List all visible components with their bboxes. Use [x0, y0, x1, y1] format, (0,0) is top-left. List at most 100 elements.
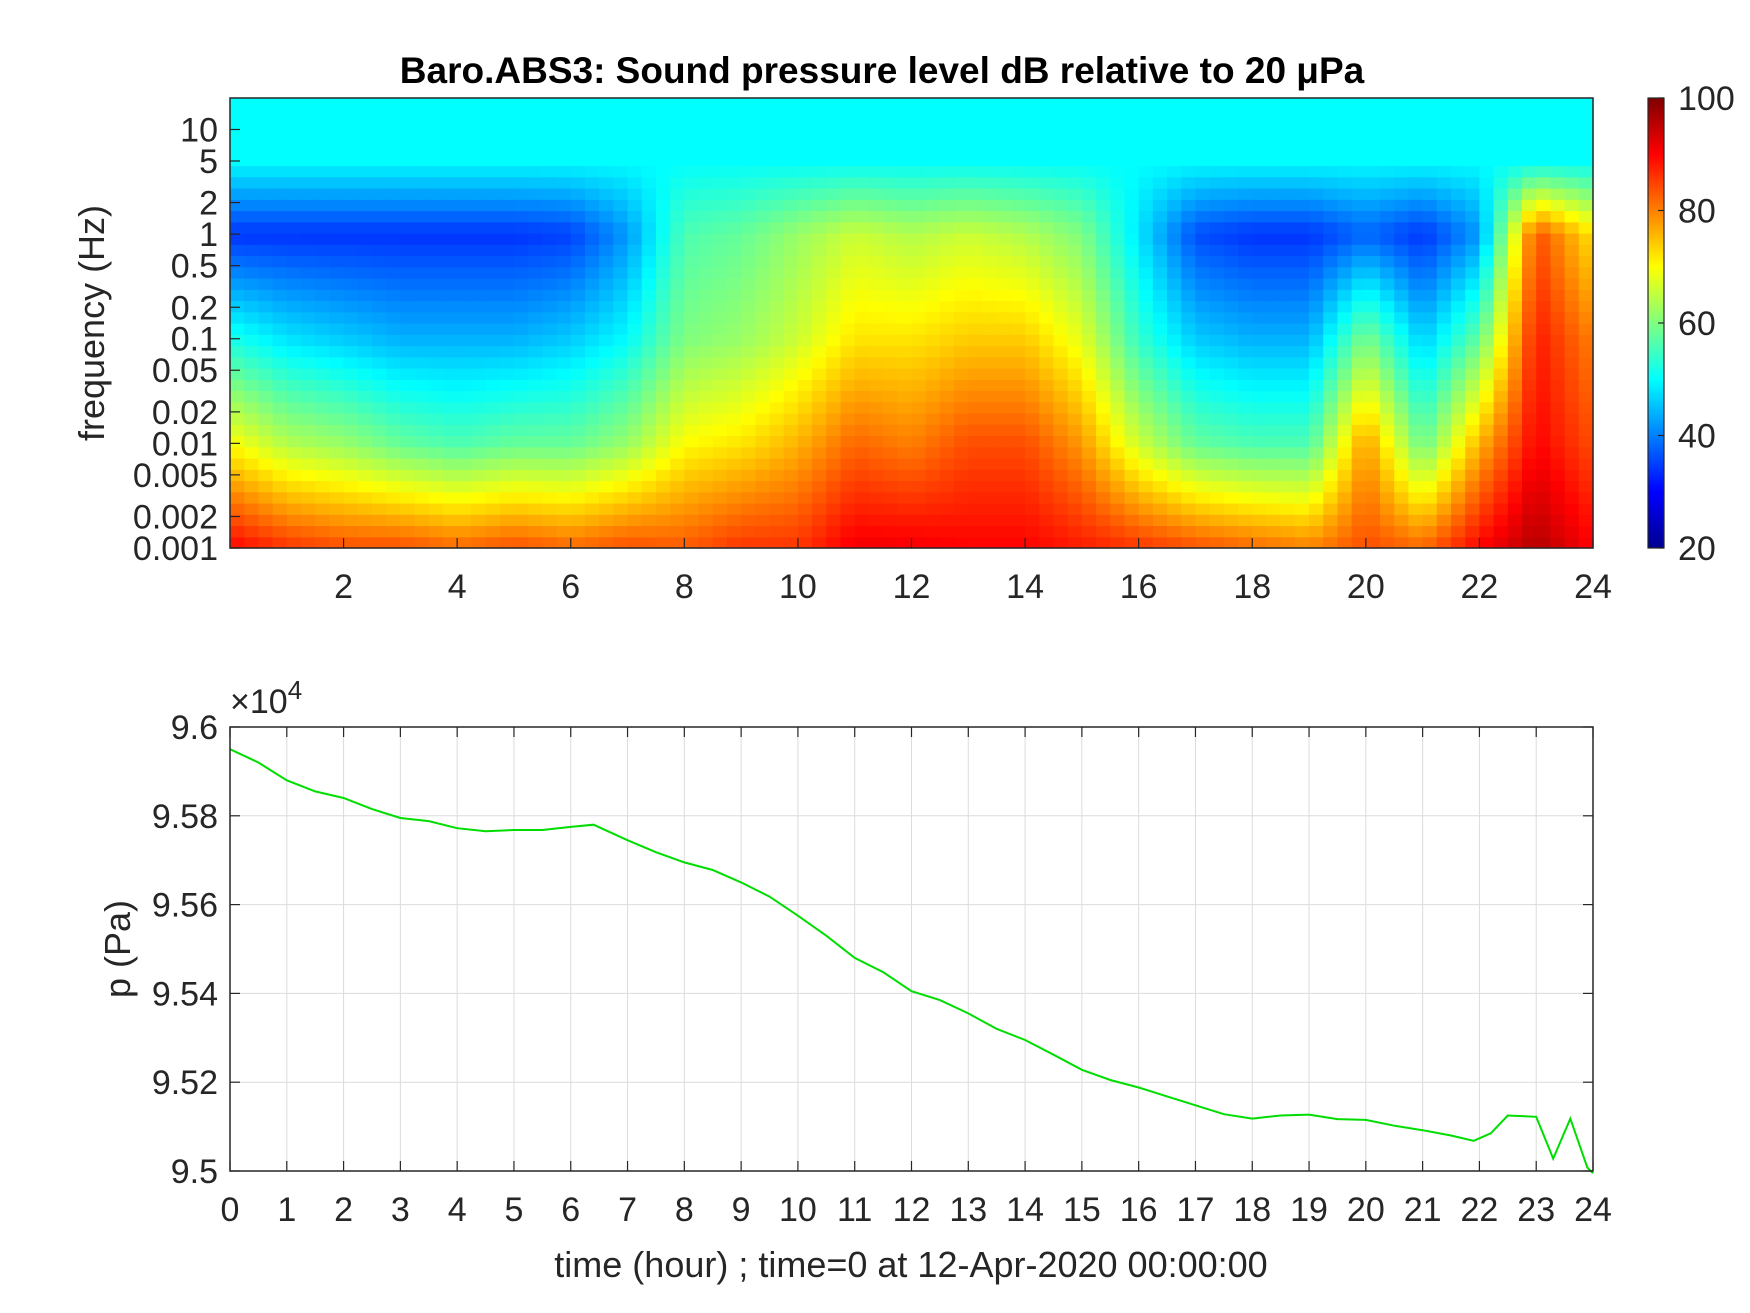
heatmap-cell [1465, 109, 1481, 122]
heatmap-cell [1039, 368, 1055, 380]
heatmap-cell [1025, 334, 1040, 347]
heatmap-cell [1451, 143, 1466, 155]
heatmap-cell [343, 514, 359, 527]
heatmap-cell [1564, 233, 1580, 245]
heatmap-cell [613, 143, 629, 155]
heatmap-cell [300, 311, 316, 324]
heatmap-cell [769, 255, 785, 268]
x-tick-label: 4 [448, 1191, 467, 1229]
heatmap-cell [599, 424, 614, 437]
heatmap-cell [1181, 334, 1197, 347]
heatmap-cell [1181, 390, 1197, 403]
heatmap-cell [1110, 165, 1126, 178]
heatmap-cell [584, 143, 600, 155]
heatmap-cell [812, 278, 827, 290]
heatmap-cell [712, 525, 728, 538]
x-tick-label: 20 [1347, 1191, 1385, 1229]
heatmap-cell [698, 390, 714, 403]
heatmap-cell [1181, 289, 1197, 302]
heatmap-cell [883, 480, 898, 493]
heatmap-cell [698, 356, 714, 369]
heatmap-cell [1536, 233, 1552, 245]
heatmap-cell [400, 300, 416, 313]
heatmap-cell [1323, 188, 1339, 200]
heatmap-cell [1039, 266, 1055, 279]
heatmap-cell [1380, 401, 1395, 414]
heatmap-cell [1252, 278, 1268, 290]
heatmap-cell [613, 210, 629, 223]
heatmap-cell [1479, 131, 1495, 144]
heatmap-cell [712, 334, 728, 347]
heatmap-cell [357, 514, 373, 527]
heatmap-cell [1238, 424, 1253, 437]
heatmap-cell [1550, 210, 1566, 223]
heatmap-cell [1479, 435, 1495, 448]
heatmap-cell [968, 356, 984, 369]
heatmap-cell [542, 458, 558, 470]
heatmap-cell [1081, 188, 1097, 200]
heatmap-cell [1280, 446, 1296, 459]
heatmap-cell [1223, 244, 1239, 257]
heatmap-cell [883, 491, 898, 504]
heatmap-cell [1209, 458, 1225, 470]
heatmap-cell [414, 503, 430, 515]
heatmap-cell [1323, 221, 1339, 234]
heatmap-cell [286, 469, 302, 482]
heatmap-cell [1365, 525, 1381, 538]
x-tick-label: 21 [1404, 1191, 1442, 1229]
heatmap-cell [1323, 413, 1339, 425]
heatmap-cell [1081, 480, 1097, 493]
heatmap-cell [371, 278, 387, 290]
heatmap-cell [286, 536, 302, 549]
heatmap-cell [939, 199, 955, 212]
heatmap-cell [556, 154, 572, 167]
heatmap-cell [1209, 210, 1225, 223]
heatmap-cell [258, 210, 274, 223]
heatmap-cell [485, 255, 501, 268]
heatmap-cell [812, 446, 827, 459]
heatmap-cell [854, 131, 870, 144]
heatmap-cell [1550, 446, 1566, 459]
heatmap-cell [400, 323, 416, 335]
heatmap-cell [357, 401, 373, 414]
heatmap-cell [357, 390, 373, 403]
heatmap-cell [244, 413, 259, 425]
heatmap-cell [939, 514, 955, 527]
heatmap-cell [854, 525, 870, 538]
heatmap-cell [442, 289, 458, 302]
heatmap-cell [513, 413, 529, 425]
heatmap-cell [868, 311, 884, 324]
heatmap-cell [1223, 536, 1239, 549]
heatmap-cell [400, 368, 416, 380]
heatmap-cell [641, 143, 657, 155]
heatmap-cell [1550, 435, 1566, 448]
heatmap-cell [1152, 311, 1168, 324]
heatmap-cell [386, 345, 401, 358]
heatmap-cell [1010, 480, 1026, 493]
y-tick-label: 0.05 [152, 352, 218, 390]
heatmap-cell [1167, 379, 1182, 392]
heatmap-cell [1195, 199, 1211, 212]
heatmap-cell [1337, 278, 1353, 290]
heatmap-cell [1223, 480, 1239, 493]
heatmap-cell [641, 188, 657, 200]
heatmap-cell [1550, 120, 1566, 133]
heatmap-cell [1578, 221, 1594, 234]
heatmap-cell [655, 390, 671, 403]
heatmap-cell [1479, 536, 1495, 549]
heatmap-cell [1067, 503, 1083, 515]
heatmap-cell [272, 210, 288, 223]
heatmap-cell [1294, 266, 1310, 279]
heatmap-cell [528, 244, 543, 257]
heatmap-cell [1238, 98, 1253, 110]
x-tick-label: 18 [1233, 1191, 1271, 1229]
heatmap-cell [1323, 435, 1339, 448]
heatmap-cell [1238, 435, 1253, 448]
heatmap-cell [499, 514, 515, 527]
heatmap-cell [982, 300, 998, 313]
heatmap-cell [1408, 154, 1424, 167]
heatmap-cell [570, 98, 586, 110]
heatmap-cell [911, 221, 927, 234]
heatmap-cell [1493, 98, 1509, 110]
heatmap-cell [684, 345, 700, 358]
